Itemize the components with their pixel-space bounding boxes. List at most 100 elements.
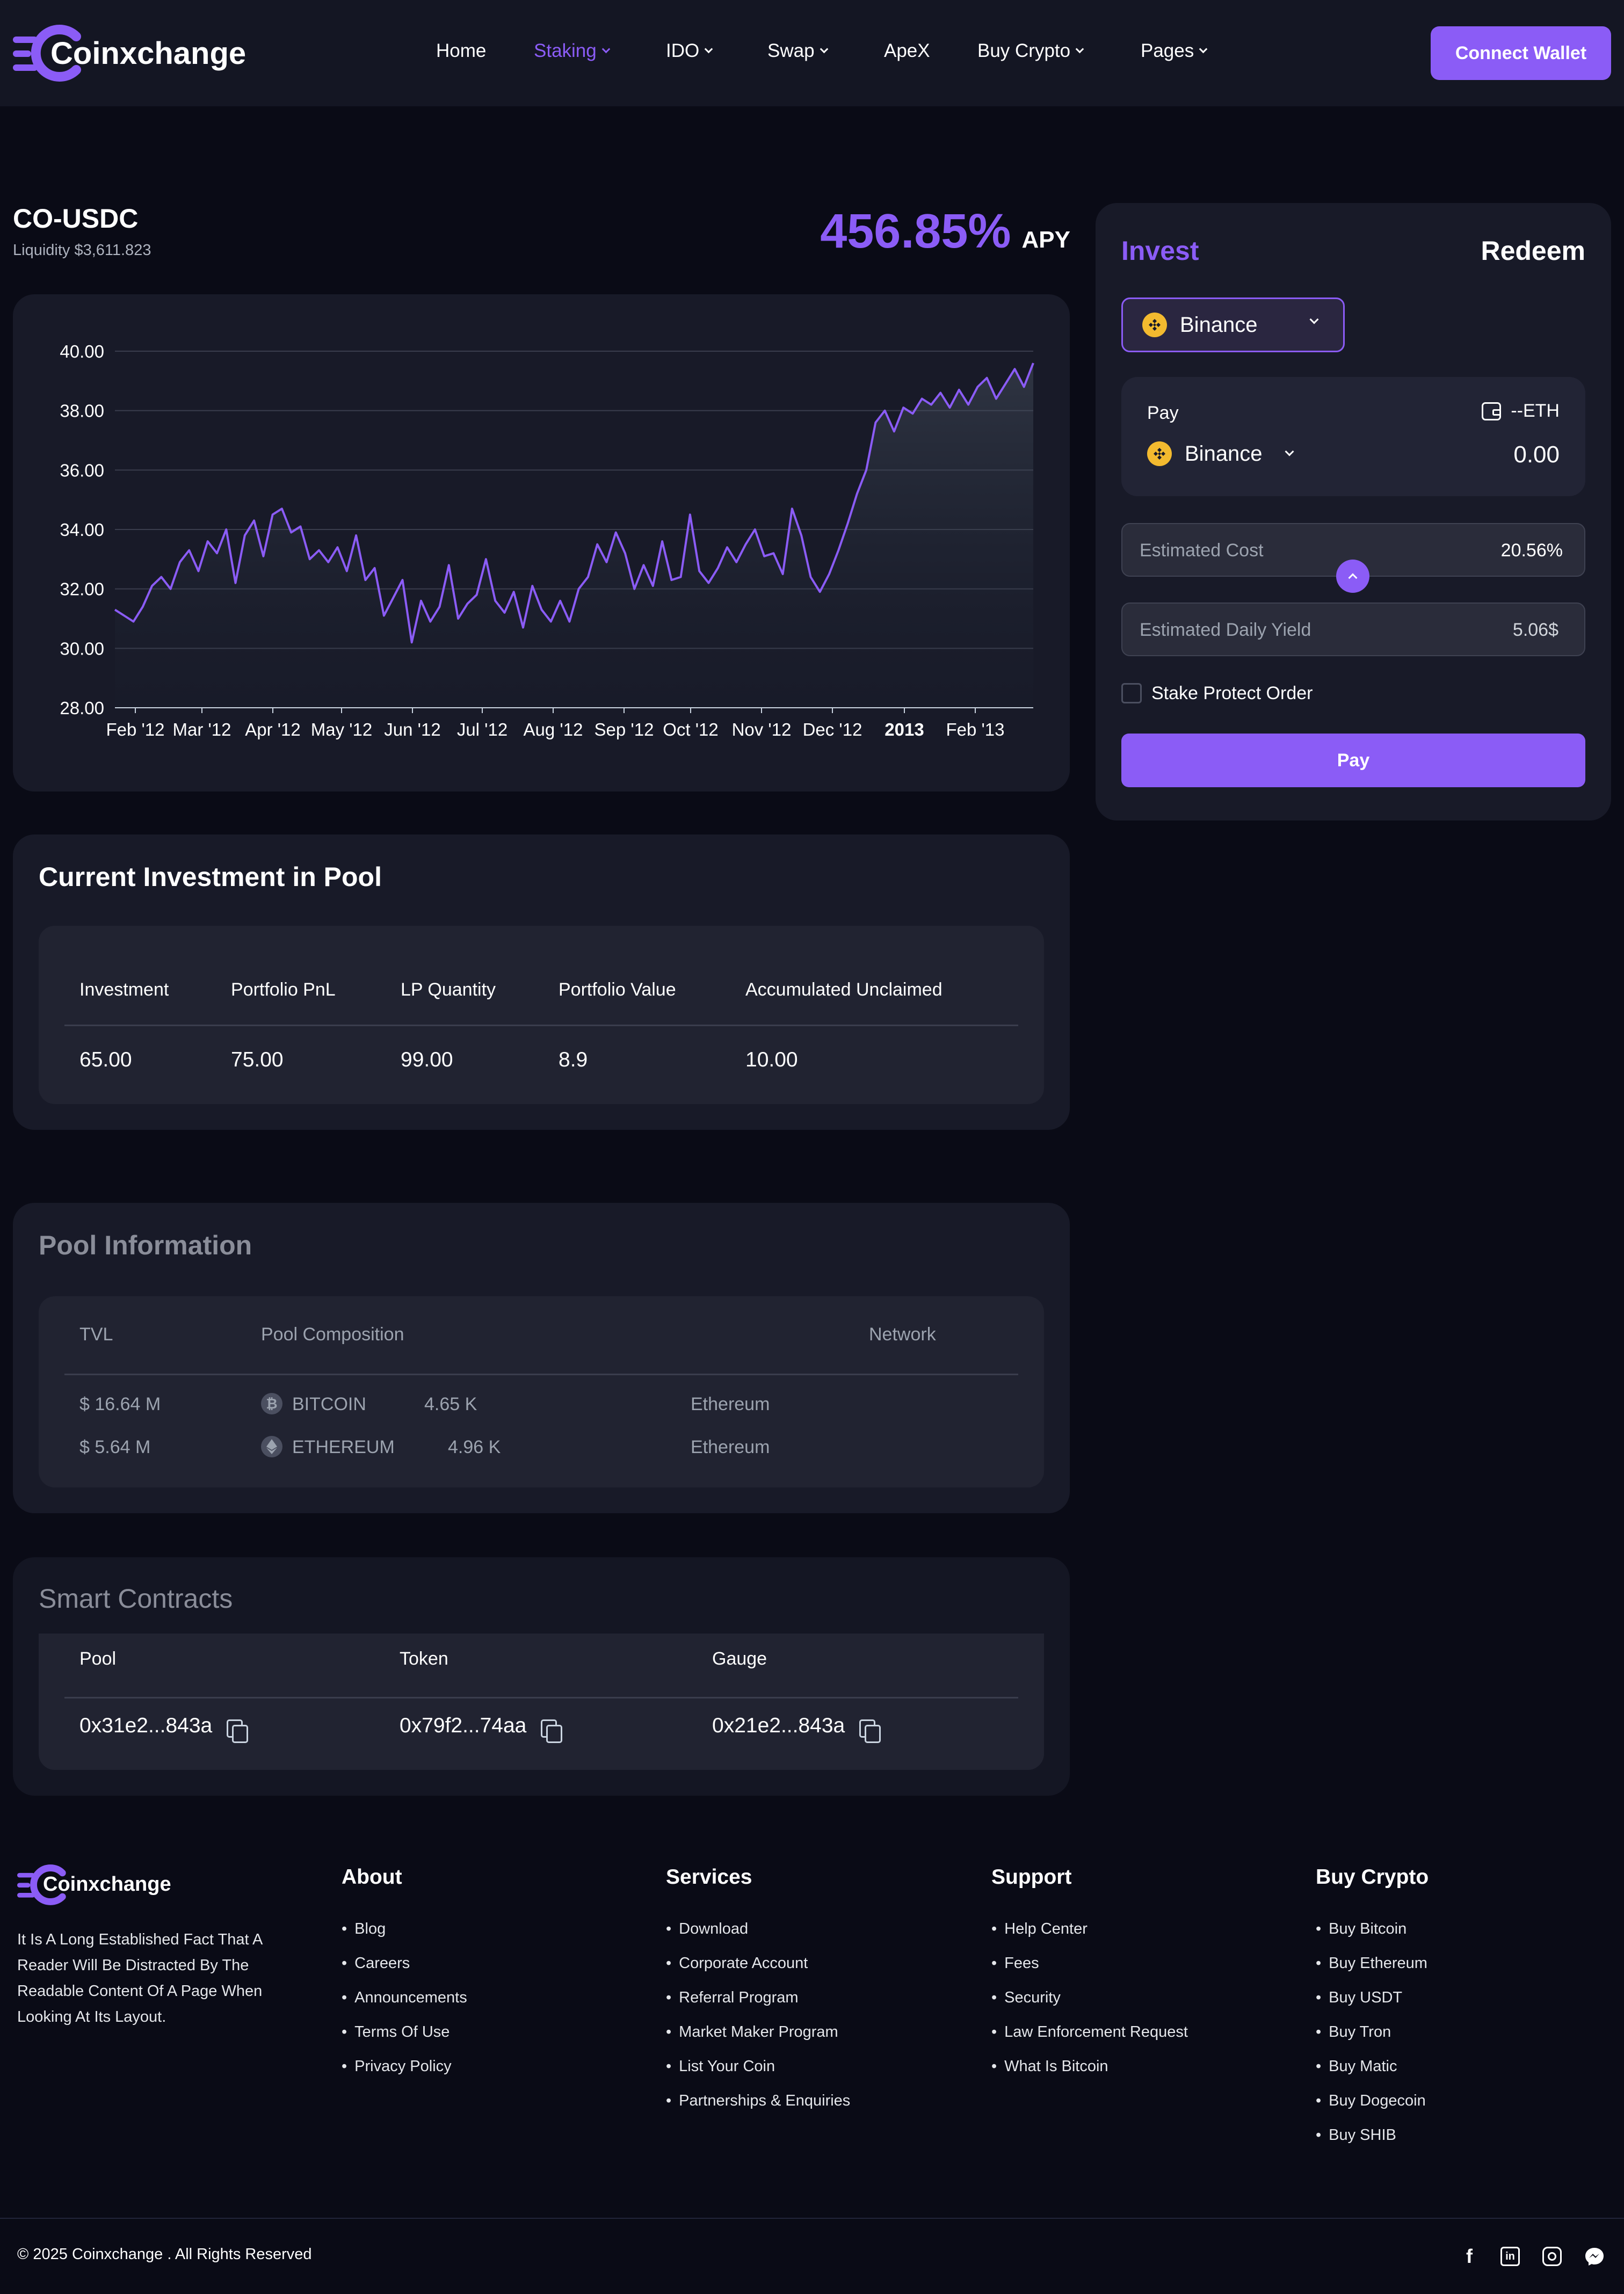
copy-icon[interactable] [859,1719,881,1743]
footer-link[interactable]: Buy Matic [1316,2058,1397,2075]
footer-link[interactable]: Fees [991,1955,1039,1972]
nav-item-label: IDO [666,40,700,61]
wallet-icon [1482,402,1502,420]
footer-link[interactable]: Blog [342,1920,386,1938]
pool-tvl: $ 5.64 M [79,1437,151,1457]
amount-input[interactable]: 0.00 [1513,441,1560,468]
nav-item-swap[interactable]: Swap [767,40,828,62]
footer-link[interactable]: Buy Dogecoin [1316,2092,1426,2110]
footer-link[interactable]: Announcements [342,1989,467,2007]
pay-box: Pay --ETH Binance 0.00 [1121,377,1585,496]
chart-area-fill [115,363,1033,708]
footer-link[interactable]: Referral Program [666,1989,798,2007]
logo-mark-icon [13,25,81,82]
chart-y-tick-label: 28.00 [60,698,104,718]
chart-x-tick-label: Nov '12 [732,720,792,739]
footer-link[interactable]: Security [991,1989,1061,2007]
footer-link[interactable]: Buy SHIB [1316,2126,1396,2144]
footer-column-title: About [342,1865,402,1889]
footer-link[interactable]: Corporate Account [666,1955,808,1972]
footer-link[interactable]: List Your Coin [666,2058,775,2075]
pair-title: CO-USDC [13,204,139,234]
chevron-down-icon [1199,45,1208,53]
nav-item-home[interactable]: Home [436,40,486,62]
footer-column-title: Support [991,1865,1072,1889]
linkedin-icon[interactable]: in [1500,2247,1520,2266]
nav-item-staking[interactable]: Staking [534,40,611,62]
chart-x-tick-label: Jul '12 [457,720,508,739]
investment-header: Portfolio PnL [231,979,336,1000]
footer-column-title: Buy Crypto [1316,1865,1429,1889]
chart-y-tick-label: 34.00 [60,520,104,540]
nav-item-ido[interactable]: IDO [666,40,713,62]
footer-link[interactable]: Partnerships & Enquiries [666,2092,850,2110]
chart-x-tick-label: Oct '12 [663,720,719,739]
investment-header: LP Quantity [401,979,496,1000]
pool-address-text: 0x31e2...843a [79,1714,213,1737]
pool-info-table: TVL Pool Composition Network $ 16.64 M ₿… [39,1296,1044,1487]
footer-link[interactable]: Buy Bitcoin [1316,1920,1407,1938]
collapse-toggle-button[interactable] [1336,560,1369,593]
pool-address: 0x31e2...843a [79,1714,248,1743]
footer-link[interactable]: Privacy Policy [342,2058,452,2075]
chart-x-tick-label: Jun '12 [384,720,440,739]
ethereum-icon [261,1436,282,1457]
pool-amount: 4.65 K [424,1394,477,1414]
price-chart-card: 40.00 38.00 36.00 34.00 32.00 30.00 28.00 Feb '… [13,294,1070,792]
contracts-header-gauge: Gauge [712,1649,767,1669]
tab-invest[interactable]: Invest [1121,236,1199,266]
chevron-down-icon [1075,45,1084,53]
footer-link[interactable]: Buy USDT [1316,1989,1402,2007]
facebook-icon[interactable]: f [1466,2245,1473,2267]
contracts-header-pool: Pool [79,1649,117,1669]
network-select[interactable]: Binance [1121,297,1345,352]
copy-icon[interactable] [540,1719,562,1743]
invest-panel: Invest Redeem Binance Pay --ETH Binance … [1096,203,1611,821]
chart-x-tick-label: Sep '12 [595,720,654,739]
footer-link[interactable]: Law Enforcement Request [991,2023,1188,2041]
messenger-icon[interactable] [1584,2247,1605,2266]
footer-link[interactable]: Market Maker Program [666,2023,838,2041]
footer: Coinxchange It Is A Long Established Fac… [0,1847,1624,2294]
apy-display: 456.85% APY [820,204,1070,259]
pool-coin: ETHEREUM [292,1437,395,1457]
stake-protect-checkbox[interactable] [1121,683,1142,703]
binance-icon [1147,441,1172,466]
pay-button[interactable]: Pay [1121,734,1585,787]
estimated-cost-label: Estimated Cost [1140,540,1264,561]
token-select[interactable]: Binance [1147,441,1330,466]
footer-link[interactable]: Help Center [991,1920,1088,1938]
chart-x-tick-label: Mar '12 [172,720,231,739]
connect-wallet-button[interactable]: Connect Wallet [1431,26,1611,80]
table-divider [64,1374,1018,1375]
brand-logo[interactable]: Coinxchange [13,25,246,82]
nav-item-label: Home [436,40,487,61]
copy-icon[interactable] [226,1719,248,1743]
investment-title: Current Investment in Pool [39,862,382,892]
nav-item-buy-crypto[interactable]: Buy Crypto [977,40,1084,62]
footer-link[interactable]: Careers [342,1955,410,1972]
footer-link[interactable]: Buy Ethereum [1316,1955,1427,1972]
chevron-down-icon [1309,315,1319,324]
footer-link[interactable]: Download [666,1920,748,1938]
pool-tvl: $ 16.64 M [79,1394,161,1414]
tab-redeem[interactable]: Redeem [1481,236,1585,266]
footer-logo[interactable]: Coinxchange [17,1864,178,1907]
nav-item-pages[interactable]: Pages [1141,40,1208,62]
instagram-icon[interactable] [1542,2247,1562,2266]
social-links: f in [1461,2245,1611,2268]
chart-y-tick-label: 38.00 [60,401,104,421]
contracts-header-token: Token [400,1649,448,1669]
chart-y-tick-label: 32.00 [60,579,104,599]
footer-link[interactable]: Buy Tron [1316,2023,1391,2041]
gauge-address: 0x21e2...843a [712,1714,881,1743]
chart-x-tick-label: May '12 [311,720,373,739]
footer-link[interactable]: Terms Of Use [342,2023,450,2041]
nav-item-apex[interactable]: ApeX [884,40,930,62]
footer-link[interactable]: What Is Bitcoin [991,2058,1108,2075]
pool-amount: 4.96 K [448,1437,501,1457]
pool-info-card: Pool Information TVL Pool Composition Ne… [13,1203,1070,1513]
token-select-label: Binance [1185,441,1263,466]
nav-item-label: Staking [534,40,597,61]
